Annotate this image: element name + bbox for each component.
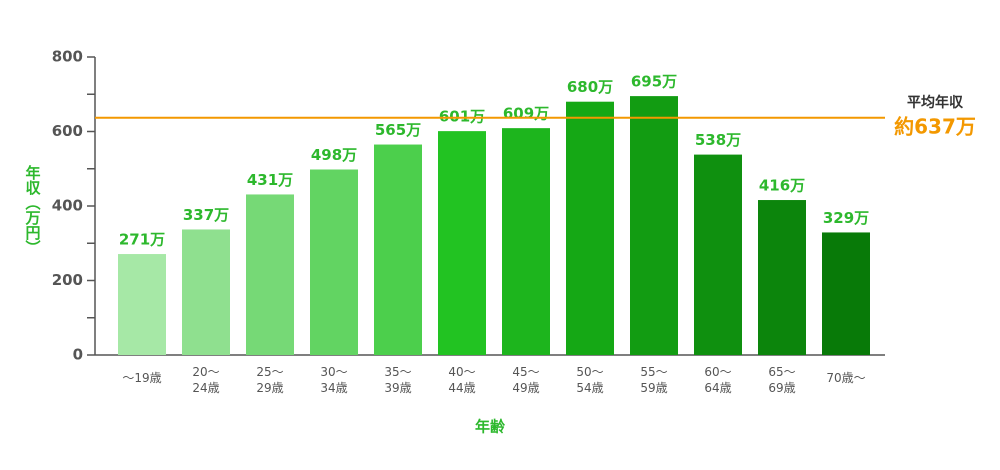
x-tick-label: 50～ 54歳 <box>576 365 603 395</box>
bar <box>566 101 614 355</box>
y-axis-label: 年収（万円） <box>24 164 42 255</box>
bar <box>246 194 294 355</box>
x-tick-label: 60～ 64歳 <box>704 365 731 395</box>
bar <box>310 169 358 355</box>
x-tick-label-line: 35～ <box>384 365 411 379</box>
data-label: 538万 <box>695 131 741 149</box>
y-tick-label: 0 <box>73 346 83 364</box>
x-tick-label-line: 25～ <box>256 365 283 379</box>
data-label: 431万 <box>247 171 293 189</box>
data-label: 329万 <box>823 209 869 227</box>
data-label: 601万 <box>439 108 485 126</box>
x-tick-label-line: 24歳 <box>192 381 219 395</box>
x-tick-label-line: ～19歳 <box>122 371 161 385</box>
x-tick-label: ～19歳 <box>122 371 161 385</box>
x-tick-label: 45～ 49歳 <box>512 365 539 395</box>
x-tick-label-line: 70歳～ <box>826 371 865 385</box>
x-tick-label-line: 44歳 <box>448 381 475 395</box>
x-tick-label-line: 55～ <box>640 365 667 379</box>
y-tick-label: 400 <box>52 197 83 215</box>
x-tick-label-line: 20～ <box>192 365 219 379</box>
x-tick-label: 20～ 24歳 <box>192 365 219 395</box>
x-tick-label-line: 59歳 <box>640 381 667 395</box>
x-tick-label-line: 49歳 <box>512 381 539 395</box>
x-tick-label-line: 60～ <box>704 365 731 379</box>
data-label: 271万 <box>119 231 165 249</box>
bar <box>374 144 422 355</box>
x-tick-label: 55～ 59歳 <box>640 365 667 395</box>
x-tick-label-line: 65～ <box>768 365 795 379</box>
x-tick-label: 65～ 69歳 <box>768 365 795 395</box>
data-label: 565万 <box>375 121 421 139</box>
bar <box>822 232 870 355</box>
x-tick-label-line: 30～ <box>320 365 347 379</box>
x-tick-label-line: 39歳 <box>384 381 411 395</box>
bar <box>694 154 742 355</box>
x-tick-label-line: 54歳 <box>576 381 603 395</box>
x-tick-label-line: 64歳 <box>704 381 731 395</box>
y-tick-label: 600 <box>52 122 83 140</box>
x-axis-label: 年齢 <box>475 418 506 436</box>
x-tick-label-line: 34歳 <box>320 381 347 395</box>
data-label: 498万 <box>311 146 357 164</box>
y-tick-label: 800 <box>52 48 83 66</box>
average-label: 平均年収 <box>907 94 964 111</box>
data-label: 609万 <box>503 105 549 123</box>
x-tick-label: 40～ 44歳 <box>448 365 475 395</box>
data-label: 680万 <box>567 78 613 96</box>
x-tick-label: 70歳～ <box>826 371 865 385</box>
x-tick-label: 25～ 29歳 <box>256 365 283 395</box>
data-label: 416万 <box>759 177 805 195</box>
x-tick-label-line: 45～ <box>512 365 539 379</box>
bar <box>630 96 678 356</box>
data-label: 337万 <box>183 206 229 224</box>
x-tick-label: 35～ 39歳 <box>384 365 411 395</box>
x-tick-label-line: 69歳 <box>768 381 795 395</box>
data-label: 695万 <box>631 73 677 91</box>
bar <box>502 128 550 355</box>
x-tick-label-line: 40～ <box>448 365 475 379</box>
bar <box>758 200 806 355</box>
y-tick-label: 200 <box>52 271 83 289</box>
bar <box>118 254 166 355</box>
x-tick-label-line: 50～ <box>576 365 603 379</box>
bar <box>438 131 486 355</box>
x-tick-label: 30～ 34歳 <box>320 365 347 395</box>
x-tick-label-line: 29歳 <box>256 381 283 395</box>
bar <box>182 229 230 355</box>
average-value: 約637万 <box>894 115 976 139</box>
